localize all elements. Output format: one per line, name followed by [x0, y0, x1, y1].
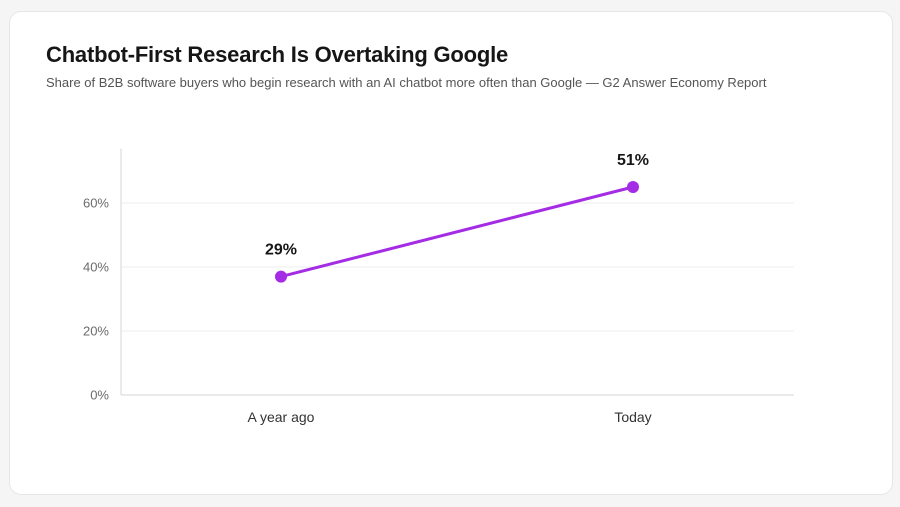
- data-point: [627, 181, 639, 193]
- data-label: 29%: [265, 242, 297, 259]
- data-label: 51%: [617, 152, 649, 169]
- chart-card: Chatbot-First Research Is Overtaking Goo…: [9, 11, 893, 495]
- chart-subtitle: Share of B2B software buyers who begin r…: [46, 75, 767, 90]
- chart-title: Chatbot-First Research Is Overtaking Goo…: [46, 42, 509, 67]
- series-line: [279, 185, 635, 279]
- y-tick-label: 0%: [90, 388, 109, 403]
- x-tick-label: A year ago: [248, 409, 315, 425]
- y-tick-label: 40%: [83, 260, 109, 275]
- data-point: [275, 270, 287, 283]
- y-tick-label: 60%: [83, 196, 109, 211]
- y-tick-label: 20%: [83, 324, 109, 339]
- x-tick-label: Today: [614, 409, 651, 425]
